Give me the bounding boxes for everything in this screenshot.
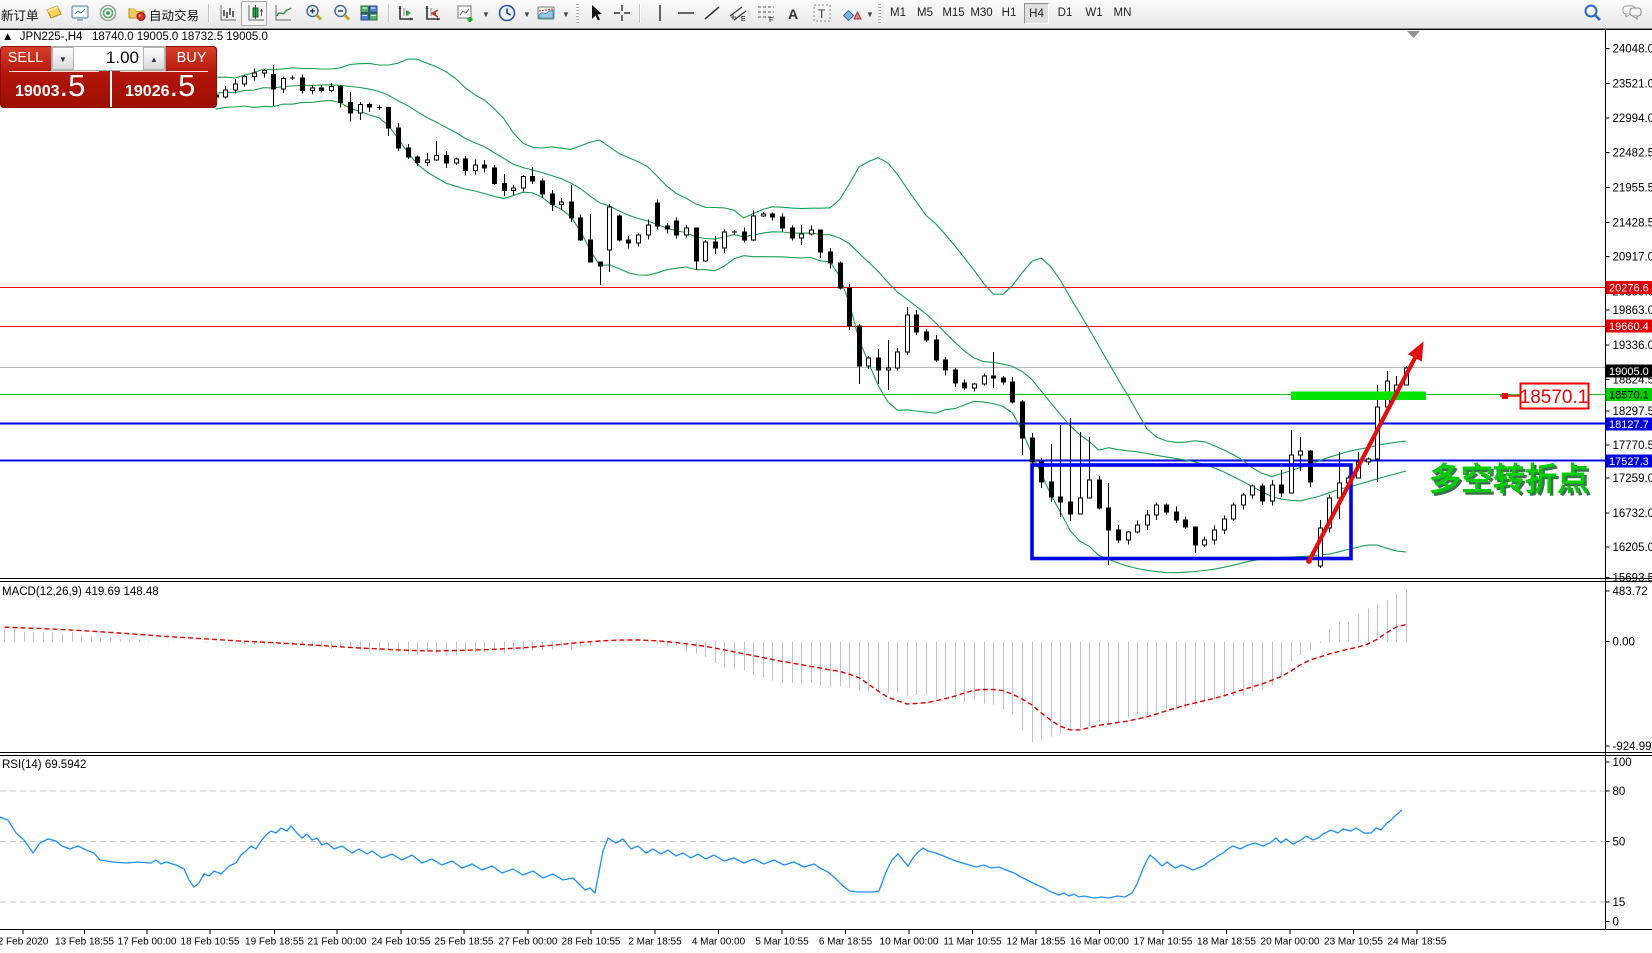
svg-text:18127.7: 18127.7 (1609, 419, 1649, 431)
svg-text:0.00: 0.00 (1613, 637, 1635, 649)
svg-text:22994.0: 22994.0 (1613, 113, 1652, 125)
svg-text:22482.5: 22482.5 (1613, 148, 1652, 160)
svg-text:50: 50 (1613, 837, 1626, 849)
svg-text:10 Mar 00:00: 10 Mar 00:00 (880, 937, 939, 948)
svg-text:16205.0: 16205.0 (1613, 542, 1652, 554)
svg-text:15: 15 (1613, 897, 1626, 909)
svg-text:18297.5: 18297.5 (1613, 406, 1652, 418)
svg-text:483.72: 483.72 (1613, 586, 1648, 598)
svg-text:20 Mar 00:00: 20 Mar 00:00 (1261, 937, 1320, 948)
svg-text:24 Feb 10:55: 24 Feb 10:55 (372, 937, 431, 948)
svg-text:27 Feb 00:00: 27 Feb 00:00 (499, 937, 558, 948)
svg-text:18570.1: 18570.1 (1609, 390, 1649, 402)
svg-text:RSI(14) 69.5942: RSI(14) 69.5942 (2, 759, 86, 771)
svg-text:17259.0: 17259.0 (1613, 473, 1652, 485)
svg-text:25 Feb 18:55: 25 Feb 18:55 (435, 937, 494, 948)
svg-text:2 Mar 18:55: 2 Mar 18:55 (628, 937, 682, 948)
svg-text:0: 0 (1613, 916, 1619, 928)
svg-text:19 Feb 18:55: 19 Feb 18:55 (245, 937, 304, 948)
svg-text:MACD(12,26,9) 419.69 148.48: MACD(12,26,9) 419.69 148.48 (2, 586, 159, 598)
svg-text:24048.0: 24048.0 (1613, 44, 1652, 56)
svg-text:18 Mar 18:55: 18 Mar 18:55 (1197, 937, 1256, 948)
svg-text:12 Mar 18:55: 12 Mar 18:55 (1007, 937, 1066, 948)
svg-text:19336.0: 19336.0 (1613, 340, 1652, 352)
svg-text:21 Feb 00:00: 21 Feb 00:00 (308, 937, 367, 948)
svg-text:15693.5: 15693.5 (1613, 573, 1652, 585)
svg-text:17770.5: 17770.5 (1613, 440, 1652, 452)
svg-text:T: T (818, 7, 826, 21)
svg-text:多空转折点: 多空转折点 (1429, 461, 1589, 497)
svg-text:4 Mar 00:00: 4 Mar 00:00 (692, 937, 746, 948)
svg-text:23 Mar 10:55: 23 Mar 10:55 (1324, 937, 1383, 948)
svg-text:F: F (769, 17, 773, 23)
svg-text:-924.99: -924.99 (1613, 741, 1652, 753)
svg-text:18 Feb 10:55: 18 Feb 10:55 (181, 937, 240, 948)
svg-text:18570.1: 18570.1 (1520, 387, 1589, 408)
svg-text:24 Mar 18:55: 24 Mar 18:55 (1388, 937, 1447, 948)
svg-text:6 Mar 18:55: 6 Mar 18:55 (819, 937, 873, 948)
svg-text:17 Mar 10:55: 17 Mar 10:55 (1134, 937, 1193, 948)
svg-text:5 Mar 10:55: 5 Mar 10:55 (755, 937, 809, 948)
svg-text:2 Feb 2020: 2 Feb 2020 (0, 937, 49, 948)
svg-text:13 Feb 18:55: 13 Feb 18:55 (55, 937, 114, 948)
svg-text:100: 100 (1613, 757, 1632, 769)
svg-text:17 Feb 00:00: 17 Feb 00:00 (118, 937, 177, 948)
svg-text:80: 80 (1613, 786, 1626, 798)
svg-text:16 Mar 00:00: 16 Mar 00:00 (1070, 937, 1129, 948)
svg-text:20917.0: 20917.0 (1613, 252, 1652, 264)
svg-text:11 Mar 10:55: 11 Mar 10:55 (943, 937, 1002, 948)
svg-text:21428.5: 21428.5 (1613, 217, 1652, 229)
svg-text:28 Feb 10:55: 28 Feb 10:55 (562, 937, 621, 948)
svg-text:16732.0: 16732.0 (1613, 508, 1652, 520)
svg-text:E: E (741, 16, 746, 23)
svg-text:20276.6: 20276.6 (1609, 283, 1649, 295)
svg-text:21955.5: 21955.5 (1613, 183, 1652, 195)
svg-text:19005.0: 19005.0 (1609, 366, 1649, 378)
svg-text:17527.3: 17527.3 (1609, 456, 1649, 468)
svg-text:23521.0: 23521.0 (1613, 79, 1652, 91)
svg-text:19660.4: 19660.4 (1609, 321, 1649, 333)
svg-text:19863.0: 19863.0 (1613, 305, 1652, 317)
